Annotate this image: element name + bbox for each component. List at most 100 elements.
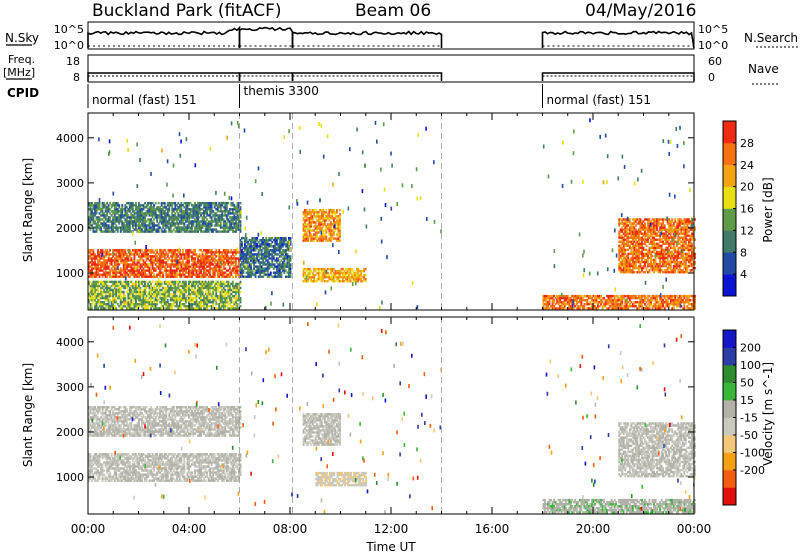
echo-cell [178,284,181,288]
echo-cell [235,275,237,278]
echo-cell [328,225,331,228]
echo-cell [91,265,93,268]
echo-cell [89,206,92,209]
echo-cell [553,307,555,310]
echo-cell [339,221,341,224]
echo-cell [288,273,290,276]
echo-cell [159,212,162,215]
echo-cell [166,301,169,304]
echo-cell [342,280,344,283]
echo-cell [216,271,219,274]
echo-cell [178,299,181,302]
echo-cell [228,257,231,260]
echo-cell [142,290,145,294]
echo-cell [112,212,115,215]
echo-cell [171,204,174,207]
echo-cell [188,271,190,274]
echo-cell [131,284,134,288]
echo-cell [183,202,186,205]
echo-cell [225,204,228,207]
echo-cell [200,212,202,215]
echo-cell [275,265,278,268]
echo-cell [332,231,335,234]
echo-cell [174,206,177,209]
echo-cell [627,307,630,310]
echo-cell [110,269,113,272]
echo-cell [112,282,115,286]
echo-cell [189,305,192,308]
echo-cell [104,226,107,229]
echo-cell [94,210,96,213]
echo-cell [364,280,367,283]
echo-cell [594,305,596,308]
echo-cell [339,235,341,238]
echo-cell [151,249,154,252]
echo-cell [162,301,165,304]
echo-cell [263,271,266,274]
echo-cell [169,216,172,219]
echo-cell [274,245,277,248]
echo-cell [131,263,134,266]
echo-cell [145,212,148,215]
echo-cell [216,222,219,225]
echo-cell [224,267,227,270]
echo-cell [131,273,134,276]
echo-cell [156,299,159,302]
echo-cell [106,218,109,221]
echo-cell [186,294,189,298]
echo-cell [210,212,213,215]
echo-cell [336,223,338,226]
echo-cell [323,273,326,277]
echo-cell [103,220,106,223]
echo-cell [183,255,186,258]
echo-cell [262,269,265,272]
echo-cell [332,233,335,236]
echo-cell [154,292,157,296]
echo-cell [334,280,337,283]
echo-cell [112,275,115,278]
echo-cell [231,305,234,308]
echo-cell [101,261,104,264]
echo-cell [351,267,353,271]
echo-cell [314,209,317,212]
echo-cell [160,202,163,205]
echo-cell [138,296,140,300]
echo-cell [224,230,227,233]
echo-cell [131,292,134,296]
echo-cell [177,299,180,302]
echo-cell [308,217,311,220]
echo-cell [251,257,254,260]
echo-cell [197,288,199,292]
echo-cell [139,208,142,211]
echo-cell [311,217,314,220]
echo-cell [175,253,178,256]
echo-cell [147,257,149,260]
echo-cell [150,251,152,254]
echo-cell [320,211,323,214]
echo-cell [98,269,101,272]
echo-cell [215,230,218,233]
echo-cell [136,303,139,306]
echo-cell [337,239,340,242]
echo-cell [133,218,136,221]
echo-cell [113,206,116,209]
echo-cell [263,247,266,250]
echo-cell [236,267,239,270]
echo-cell [213,267,216,270]
echo-cell [185,280,187,284]
echo-cell [145,269,148,272]
echo-cell [159,206,162,209]
echo-cell [241,255,243,258]
echo-cell [209,290,212,294]
echo-cell [101,257,104,260]
echo-cell [128,230,131,233]
echo-cell [283,265,286,268]
echo-cell [216,230,219,233]
echo-cell [235,212,237,215]
echo-cell [125,224,128,227]
echo-cell [109,271,112,274]
echo-cell [262,253,265,256]
echo-cell [231,208,234,211]
echo-cell [266,241,269,244]
echo-cell [250,265,252,268]
